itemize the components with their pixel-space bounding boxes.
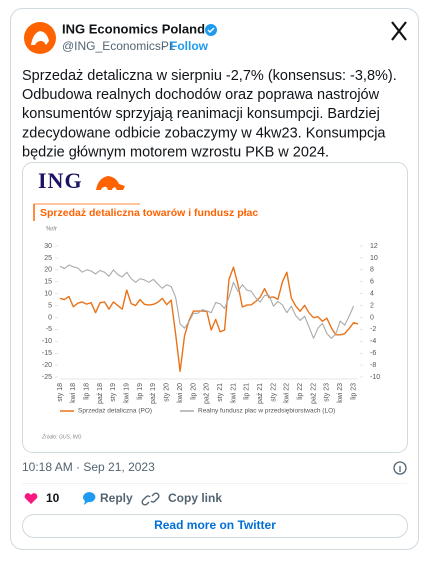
x-tick-label: paź 20 <box>204 383 211 404</box>
y2-tick-label: -8 <box>370 362 376 369</box>
series-line <box>59 266 359 372</box>
y-tick-label: -15 <box>42 350 52 357</box>
y2-tick-label: 12 <box>370 243 378 250</box>
y2-tick-label: 8 <box>370 267 374 274</box>
x-tick-label: paź 22 <box>310 383 317 404</box>
tweet-text-line: Odbudowa realnych dochodów oraz poprawa … <box>22 87 380 103</box>
x-tick-label: paź 21 <box>257 383 264 404</box>
y-unit: %r/r <box>46 227 57 233</box>
y2-tick-label: -4 <box>370 338 376 345</box>
y-tick-label: 0 <box>48 314 52 321</box>
author-handle[interactable]: @ING_EconomicsPL <box>62 39 176 53</box>
author-name[interactable]: ING Economics Poland <box>62 21 205 36</box>
y2-tick-label: -6 <box>370 350 376 357</box>
link-icon[interactable] <box>141 492 160 506</box>
x-tick-label: lip 22 <box>297 383 304 400</box>
x-tick-label: lip 19 <box>137 383 144 400</box>
x-tick-label: kwi 20 <box>177 383 184 403</box>
x-tick-label: sty 19 <box>110 383 117 402</box>
legend-label: Realny fundusz płac w przedsiębiorstwach… <box>198 408 335 415</box>
y2-tick-label: 4 <box>370 290 374 297</box>
separator: · <box>162 39 166 53</box>
y-tick-label: -10 <box>42 338 52 345</box>
ing-logo: ING <box>38 168 83 193</box>
timestamp[interactable]: 10:18 AM · Sep 21, 2023 <box>22 460 155 474</box>
legend-label: Sprzedaż detaliczna (PO) <box>78 408 152 415</box>
y2-tick-label: 2 <box>370 302 374 309</box>
x-logo[interactable] <box>391 21 407 41</box>
y-tick-label: 5 <box>48 302 52 309</box>
x-tick-label: paź 18 <box>97 383 104 404</box>
x-tick-label: sty 18 <box>57 383 64 402</box>
tweet-text-line: zdecydowane odbicie zobaczymy w 4kw23. K… <box>22 125 386 141</box>
x-tick-label: lip 20 <box>190 383 197 400</box>
x-tick-label: kwi 23 <box>337 383 344 403</box>
x-tick-label: paź 19 <box>150 383 157 404</box>
verified-check <box>207 27 215 34</box>
info-icon[interactable] <box>393 461 407 475</box>
y2-tick-label: -2 <box>370 326 376 333</box>
x-tick-label: sty 21 <box>217 383 224 402</box>
like-count[interactable]: 10 <box>46 491 60 505</box>
y-tick-label: 15 <box>44 279 52 286</box>
avatar-lion <box>31 31 49 45</box>
y-tick-label: -20 <box>42 362 52 369</box>
y-tick-label: -25 <box>42 374 52 381</box>
x-tick-label: sty 23 <box>324 383 331 402</box>
read-more-label[interactable]: Read more on Twitter <box>154 518 276 532</box>
tweet-text-line: konsumentów sprzyjają reanimacji konsump… <box>22 106 380 122</box>
y-tick-label: 20 <box>44 267 52 274</box>
tweet-text-line: Sprzedaż detaliczna w sierpniu -2,7% (ko… <box>22 68 397 84</box>
x-tick-label: lip 21 <box>244 383 251 400</box>
x-tick-label: kwi 18 <box>70 383 77 403</box>
reply-icon[interactable] <box>83 492 96 505</box>
media-frame <box>22 162 408 453</box>
y-tick-label: 25 <box>44 255 52 262</box>
y2-tick-label: 6 <box>370 279 374 286</box>
x-tick-label: kwi 22 <box>284 383 291 403</box>
source: Źródło: GUS, ING <box>41 433 82 440</box>
read-more-button[interactable] <box>22 514 408 538</box>
x-tick-label: lip 23 <box>350 383 357 400</box>
ing-lion <box>96 176 125 190</box>
y2-tick-label: 10 <box>370 255 378 262</box>
x-tick-label: kwi 19 <box>124 383 131 403</box>
reply-label[interactable]: Reply <box>100 491 133 505</box>
y-tick-label: -5 <box>46 326 52 333</box>
x-tick-label: kwi 21 <box>230 383 237 403</box>
y-tick-label: 30 <box>44 243 52 250</box>
series-line <box>59 264 355 339</box>
like-icon[interactable] <box>24 493 38 504</box>
y2-tick-label: -10 <box>370 374 380 381</box>
y2-tick-label: 0 <box>370 314 374 321</box>
tweet-text-line: będzie głównym motorem wzrostu PKB w 202… <box>22 145 329 161</box>
x-tick-label: sty 22 <box>270 383 277 402</box>
x-tick-label: sty 20 <box>164 383 171 402</box>
follow-link[interactable]: Follow <box>170 39 209 53</box>
copy-link-label[interactable]: Copy link <box>168 491 222 505</box>
y-tick-label: 10 <box>44 290 52 297</box>
chart-title: Sprzedaż detaliczna towarów i fundusz pł… <box>40 207 258 219</box>
x-tick-label: lip 18 <box>84 383 91 400</box>
